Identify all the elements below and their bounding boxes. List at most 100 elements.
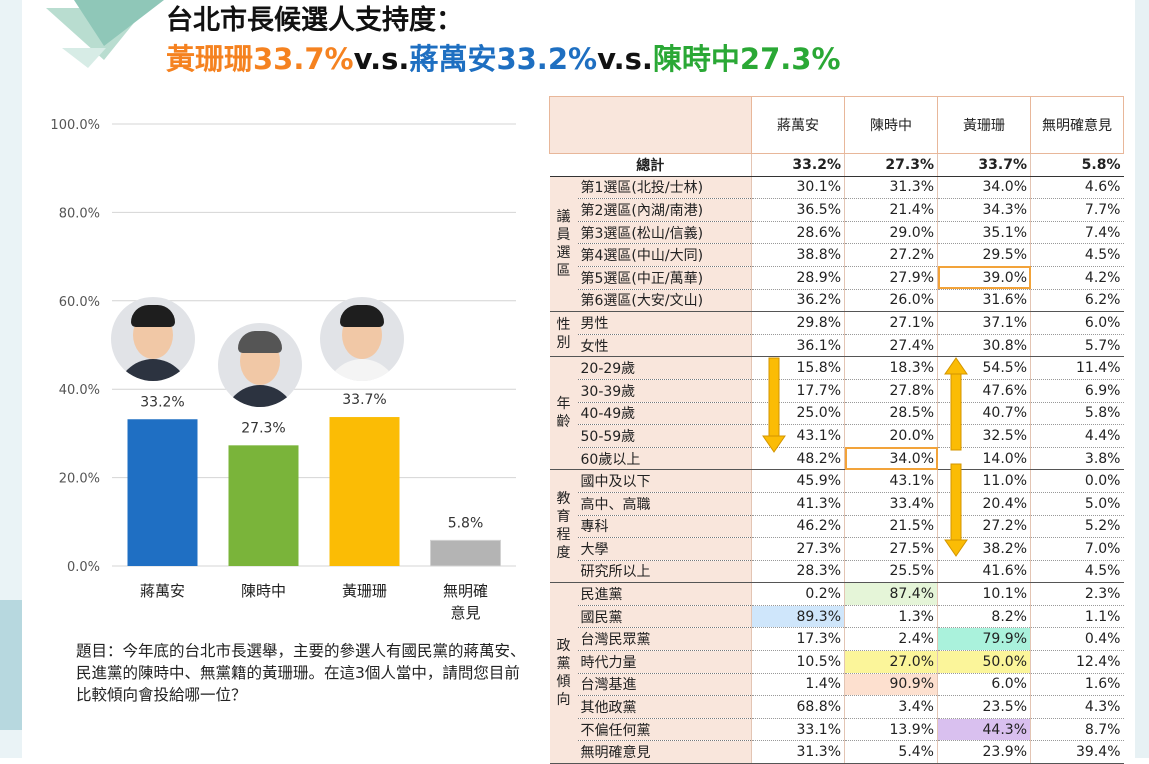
- row-label: 專科: [577, 515, 752, 539]
- table-row: 第5選區(中正/萬華) 28.9% 27.9% 39.0% 4.2%: [550, 266, 1124, 290]
- row-label: 第6選區(大安/文山): [577, 289, 752, 313]
- row-label: 第1選區(北投/士林): [577, 176, 752, 200]
- table-row: 台灣基進 1.4% 90.9% 6.0% 1.6%: [550, 673, 1124, 697]
- group-label: 年齡: [549, 356, 578, 471]
- data-cell: 38.2%: [937, 537, 1031, 561]
- right-decor-strip: [1135, 0, 1149, 758]
- table-row: 50-59歲 43.1% 20.0% 32.5% 4.4%: [550, 424, 1124, 448]
- decor-triangle: [74, 0, 164, 46]
- data-cell: 1.4%: [751, 673, 845, 697]
- table-header-row: 蔣萬安 陳時中 黃珊珊 無明確意見: [549, 96, 1124, 154]
- bar: [228, 445, 299, 566]
- data-cell: 5.4%: [844, 740, 938, 764]
- data-cell: 4.5%: [1030, 560, 1124, 584]
- data-cell: 4.5%: [1030, 243, 1124, 267]
- data-cell: 0.2%: [751, 582, 845, 606]
- data-cell: 21.4%: [844, 198, 938, 222]
- data-cell: 11.4%: [1030, 356, 1124, 380]
- x-category-label: 蔣萬安: [140, 582, 185, 600]
- data-cell: 7.0%: [1030, 537, 1124, 561]
- data-cell: 27.4%: [844, 334, 938, 358]
- crosstab-table-container: 蔣萬安 陳時中 黃珊珊 無明確意見 總計 33.2% 27.3% 33.7% 5.8% 議員選區第…: [549, 96, 1124, 764]
- data-cell: 12.4%: [1030, 650, 1124, 674]
- data-cell: 33.4%: [844, 492, 938, 516]
- row-label: 男性: [577, 311, 752, 335]
- total-cell: 5.8%: [1030, 153, 1124, 177]
- data-cell: 2.4%: [844, 627, 938, 652]
- x-category-label: 黃珊珊: [342, 582, 387, 600]
- table-row: 高中、高職 41.3% 33.4% 20.4% 5.0%: [550, 492, 1124, 516]
- data-cell: 21.5%: [844, 515, 938, 539]
- data-cell: 4.4%: [1030, 424, 1124, 448]
- data-cell: 30.8%: [937, 334, 1031, 358]
- table-row: 60歲以上 48.2% 34.0% 14.0% 3.8%: [550, 447, 1124, 471]
- data-cell: 4.3%: [1030, 695, 1124, 719]
- data-cell: 1.6%: [1030, 673, 1124, 697]
- left-decor-bar: [0, 600, 22, 730]
- table-row: 國民黨 89.3% 1.3% 8.2% 1.1%: [550, 605, 1124, 629]
- row-label: 台灣民眾黨: [577, 627, 752, 652]
- table-row: 第2選區(內湖/南港) 36.5% 21.4% 34.3% 7.7%: [550, 198, 1124, 222]
- data-cell: 10.1%: [937, 582, 1031, 606]
- row-label: 不偏任何黨: [577, 718, 752, 742]
- column-header: 蔣萬安: [751, 96, 845, 154]
- table-row: 其他政黨 68.8% 3.4% 23.5% 4.3%: [550, 695, 1124, 719]
- data-cell: 29.5%: [937, 243, 1031, 267]
- table-row: 專科 46.2% 21.5% 27.2% 5.2%: [550, 515, 1124, 539]
- subtitle-huang: 黃珊珊33.7%: [166, 42, 354, 76]
- y-tick-label: 100.0%: [50, 118, 100, 133]
- column-header: 陳時中: [844, 96, 938, 154]
- data-cell: 45.9%: [751, 469, 845, 493]
- table-corner-cell: [549, 96, 752, 154]
- crosstab-table: 蔣萬安 陳時中 黃珊珊 無明確意見 總計 33.2% 27.3% 33.7% 5.8% 議員選區第…: [549, 96, 1124, 764]
- data-cell: 0.4%: [1030, 627, 1124, 652]
- data-cell: 6.0%: [937, 673, 1031, 697]
- decor-triangle: [62, 48, 106, 68]
- y-tick-label: 0.0%: [67, 560, 100, 575]
- row-label: 大學: [577, 537, 752, 561]
- data-cell: 39.0%: [937, 266, 1031, 290]
- data-cell: 1.1%: [1030, 605, 1124, 629]
- data-cell: 27.9%: [844, 266, 938, 290]
- survey-question: 題目：今年底的台北市長選舉，主要的參選人有國民黨的蔣萬安、民進黨的陳時中、無黨籍…: [76, 642, 526, 704]
- table-row: 時代力量 10.5% 27.0% 50.0% 12.4%: [550, 650, 1124, 674]
- data-cell: 3.4%: [844, 695, 938, 719]
- y-tick-label: 60.0%: [59, 295, 100, 310]
- y-tick-label: 20.0%: [59, 472, 100, 487]
- data-cell: 20.0%: [844, 424, 938, 448]
- table-row: 40-49歲 25.0% 28.5% 40.7% 5.8%: [550, 402, 1124, 426]
- data-cell: 7.4%: [1030, 221, 1124, 245]
- data-cell: 43.1%: [844, 469, 938, 493]
- row-label: 第5選區(中正/萬華): [577, 266, 752, 290]
- table-row: 教育程度國中及以下 45.9% 43.1% 11.0% 0.0%: [549, 469, 1124, 584]
- data-cell: 27.5%: [844, 537, 938, 561]
- data-cell: 68.8%: [751, 695, 845, 719]
- row-label: 女性: [577, 334, 752, 358]
- data-cell: 5.0%: [1030, 492, 1124, 516]
- subtitle-chen: 陳時中27.3%: [652, 42, 841, 76]
- data-cell: 44.3%: [937, 718, 1031, 742]
- row-label: 國民黨: [577, 605, 752, 629]
- data-cell: 38.8%: [751, 243, 845, 267]
- table-row: 台灣民眾黨 17.3% 2.4% 79.9% 0.4%: [550, 627, 1124, 652]
- data-cell: 28.6%: [751, 221, 845, 245]
- data-cell: 41.6%: [937, 560, 1031, 584]
- total-cell: 33.2%: [751, 153, 845, 177]
- column-header: 無明確意見: [1030, 96, 1124, 154]
- data-cell: 29.8%: [751, 311, 845, 335]
- subtitle-vs: v.s.: [353, 42, 410, 76]
- table-row: 大學 27.3% 27.5% 38.2% 7.0%: [550, 537, 1124, 561]
- y-tick-label: 40.0%: [59, 383, 100, 398]
- data-cell: 5.7%: [1030, 334, 1124, 358]
- data-cell: 4.2%: [1030, 266, 1124, 290]
- data-cell: 48.2%: [751, 447, 845, 471]
- data-cell: 28.5%: [844, 402, 938, 426]
- data-cell: 27.0%: [844, 650, 938, 674]
- x-category-label: 意見: [450, 604, 480, 622]
- data-cell: 34.0%: [937, 176, 1031, 200]
- candidate-photo-chiang: [111, 297, 195, 381]
- data-cell: 13.9%: [844, 718, 938, 742]
- data-cell: 23.9%: [937, 740, 1031, 764]
- data-cell: 46.2%: [751, 515, 845, 539]
- table-row: 議員選區第1選區(北投/士林) 30.1% 31.3% 34.0% 4.6%: [549, 176, 1124, 313]
